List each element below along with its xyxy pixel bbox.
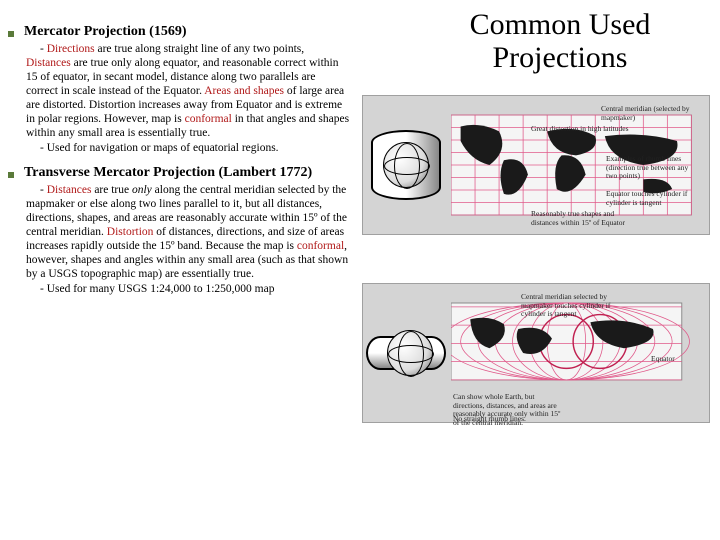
highlighted-term: Distances bbox=[26, 57, 71, 69]
body-paragraph: - Directions are true along straight lin… bbox=[26, 42, 350, 140]
body-paragraph: - Used for many USGS 1:24,000 to 1:250,0… bbox=[26, 282, 350, 296]
left-column: Mercator Projection (1569) - Directions a… bbox=[8, 24, 350, 306]
section-body: - Directions are true along straight lin… bbox=[26, 42, 350, 155]
body-text-span: - bbox=[40, 43, 47, 55]
figure-label: Central meridian (selected by mapmaker) bbox=[601, 105, 701, 122]
section-body: - Distances are true only along the cent… bbox=[26, 183, 350, 296]
bullet-icon bbox=[8, 172, 14, 178]
mercator-map: Central meridian (selected by mapmaker) G… bbox=[451, 105, 701, 225]
section-heading-row: Mercator Projection (1569) bbox=[8, 24, 350, 40]
section-heading-row: Transverse Mercator Projection (Lambert … bbox=[8, 165, 350, 181]
highlighted-term: Distances bbox=[47, 184, 92, 196]
bullet-icon bbox=[8, 31, 14, 37]
figure-label: Equator bbox=[651, 355, 675, 364]
figure-label: No straight rhumb lines. bbox=[453, 415, 526, 424]
figure-transverse-mercator: Central meridian selected by mapmaker to… bbox=[362, 283, 710, 423]
body-text-span: are true along straight line of any two … bbox=[95, 43, 305, 55]
figure-label: Examples of rhumb lines (direction true … bbox=[606, 155, 701, 181]
body-paragraph: - Distances are true only along the cent… bbox=[26, 183, 350, 281]
figure-label: Central meridian selected by mapmaker to… bbox=[521, 293, 631, 319]
body-text-span: - bbox=[40, 184, 47, 196]
highlighted-term: Areas and shapes bbox=[204, 85, 284, 97]
body-paragraph: - Used for navigation or maps of equator… bbox=[26, 141, 350, 155]
page-title: Common Used Projections bbox=[420, 8, 700, 74]
body-text-span: are true bbox=[91, 184, 132, 196]
highlighted-term: conformal bbox=[297, 240, 344, 252]
highlighted-term: Directions bbox=[47, 43, 95, 55]
right-column: Central meridian (selected by mapmaker) G… bbox=[362, 95, 712, 423]
body-text-span: - Used for many USGS 1:24,000 to 1:250,0… bbox=[40, 283, 274, 295]
body-text-span: only bbox=[132, 184, 152, 196]
figure-label: Equator touches cylinder if cylinder is … bbox=[606, 190, 701, 207]
mercator-cylinder-icon bbox=[371, 120, 441, 210]
transverse-cylinder-icon bbox=[371, 308, 441, 398]
section-heading: Transverse Mercator Projection (Lambert … bbox=[24, 165, 312, 181]
transverse-map: Central meridian selected by mapmaker to… bbox=[451, 293, 701, 413]
figure-label: Great distortion in high latitudes bbox=[531, 125, 629, 134]
highlighted-term: conformal bbox=[185, 113, 232, 125]
figure-mercator: Central meridian (selected by mapmaker) G… bbox=[362, 95, 710, 235]
figure-label: Reasonably true shapes and distances wit… bbox=[531, 210, 641, 227]
body-text-span: - Used for navigation or maps of equator… bbox=[40, 142, 279, 154]
highlighted-term: Distortion bbox=[107, 226, 154, 238]
section-heading: Mercator Projection (1569) bbox=[24, 24, 187, 40]
